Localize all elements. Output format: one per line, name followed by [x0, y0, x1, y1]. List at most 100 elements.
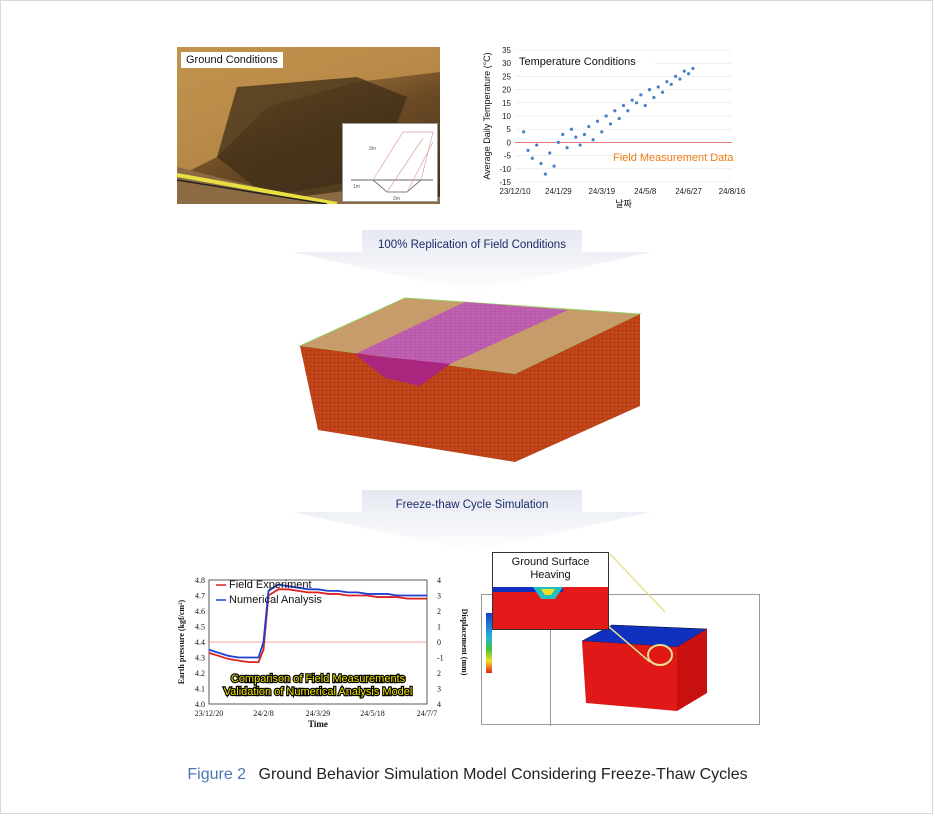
heave-zoom-panel: Ground Surface Heaving	[492, 552, 609, 630]
x-tick-label: 24/6/27	[675, 187, 702, 196]
dim-1m: 1m	[353, 184, 360, 190]
y2-tick-label: 0	[437, 638, 441, 647]
y2-tick-label: 4	[437, 700, 441, 709]
data-point	[582, 132, 587, 137]
y-axis-label: Earth pressure (kgf/cm²)	[177, 600, 186, 685]
data-point	[595, 119, 600, 123]
data-point	[647, 88, 652, 92]
data-point	[604, 114, 608, 118]
data-point	[530, 156, 534, 160]
validation-annotation-line: Validation of Numerical Analysis Model	[224, 686, 413, 698]
temperature-chart: -15 -10 -5 0 5 10 15 20 25 30 35 23/12/10 24/1/29 24/…	[482, 46, 746, 209]
x-axis-label: Time	[308, 719, 328, 729]
trench-surface	[355, 302, 568, 364]
y-tick-label: -15	[499, 178, 511, 187]
series-line-field-experiment	[208, 588, 427, 664]
y-tick-label: -10	[499, 165, 511, 174]
data-point	[626, 109, 630, 113]
data-point	[639, 93, 643, 97]
data-point	[613, 109, 617, 113]
heave-label-line2: Heaving	[530, 569, 571, 581]
x-tick-label: 24/7/7	[417, 709, 437, 718]
y2-tick-label: -1	[437, 654, 444, 663]
y-tick-label: 30	[502, 59, 511, 68]
y-tick-label: 20	[502, 86, 511, 95]
y2-tick-label: 2	[437, 669, 441, 678]
heave-zoom-label-box: Ground Surface Heaving	[493, 553, 608, 587]
data-point	[561, 132, 565, 137]
x-tick-label: 23/12/10	[499, 187, 531, 196]
x-axis-label: 날짜	[615, 199, 632, 209]
y-tick-label: 4.5	[195, 623, 205, 632]
mesh-front-face	[300, 346, 515, 462]
y2-tick-label: 3	[437, 685, 441, 694]
down-arrow-icon	[292, 490, 652, 552]
panel-divider	[550, 595, 551, 726]
x-tick-label: 24/3/19	[588, 187, 615, 196]
y-axis-label: Average Daily Temperature (°C)	[482, 52, 492, 179]
series-line-numerical-analysis	[208, 583, 427, 659]
data-point	[574, 135, 578, 139]
data-point	[587, 124, 591, 129]
mesh-side-face	[515, 314, 640, 462]
down-arrow-icon	[292, 230, 652, 292]
data-point	[522, 130, 526, 134]
replication-label: 100% Replication of Field Conditions	[378, 239, 566, 251]
data-point	[617, 117, 621, 121]
data-point	[600, 130, 604, 134]
data-point	[621, 103, 626, 108]
y-tick-label: 5	[507, 125, 512, 134]
step-banner-freeze-thaw: Freeze-thaw Cycle Simulation	[292, 490, 652, 570]
x-tick-label: 24/5/8	[634, 187, 657, 196]
data-point	[660, 90, 665, 94]
data-point	[643, 103, 647, 108]
y2-tick-label: 1	[437, 623, 441, 632]
data-point	[569, 127, 574, 131]
y-tick-label: 25	[502, 72, 511, 81]
data-point	[535, 143, 539, 147]
data-point	[552, 164, 556, 168]
data-point	[548, 151, 552, 155]
data-point	[678, 77, 682, 81]
trench-schematic: 3m 1m 2m	[342, 123, 438, 202]
x-tick-label: 24/1/29	[545, 187, 572, 196]
data-point	[682, 69, 686, 73]
data-point	[687, 72, 691, 76]
data-point	[691, 66, 695, 71]
data-point	[578, 143, 582, 147]
y-tick-label: 4.6	[195, 607, 205, 616]
data-point	[673, 74, 678, 78]
y-tick-label: 4.7	[195, 592, 205, 601]
data-point	[608, 122, 613, 126]
y-tick-label: 10	[502, 112, 511, 121]
heave-label-line1: Ground Surface	[511, 556, 590, 568]
data-point	[630, 98, 634, 102]
x-tick-label: 24/2/8	[253, 709, 273, 718]
y2-tick-label: 3	[437, 592, 441, 601]
x-tick-label: 24/5/18	[360, 709, 384, 718]
y-tick-label: 4.3	[195, 654, 205, 663]
chart-title-background	[517, 54, 655, 68]
y-tick-label: 4.0	[195, 700, 205, 709]
ground-conditions-label: Ground Conditions	[181, 52, 283, 68]
callout-lines	[607, 553, 666, 663]
trench-schematic-drawing: 3m 1m 2m	[351, 131, 434, 202]
y-tick-label: 4.1	[195, 685, 205, 694]
y-tick-label: -5	[504, 152, 512, 161]
fem-result-drawing	[486, 613, 708, 711]
y2-tick-label: 2	[437, 607, 441, 616]
x-tick-label: 24/8/16	[719, 187, 746, 196]
data-point	[669, 82, 673, 86]
x-tick-label: 23/12/20	[195, 709, 223, 718]
y-tick-label: 4.2	[195, 669, 205, 678]
data-point	[543, 172, 547, 176]
x-tick-label: 24/3/29	[306, 709, 330, 718]
figure-number: Figure 2	[187, 766, 247, 783]
y-tick-label: 4.8	[195, 576, 205, 585]
fem-side-face	[677, 629, 707, 711]
y-tick-label: 15	[502, 99, 511, 108]
data-point	[665, 80, 669, 84]
data-point	[656, 85, 660, 89]
heave-highlight-circle	[647, 644, 673, 666]
